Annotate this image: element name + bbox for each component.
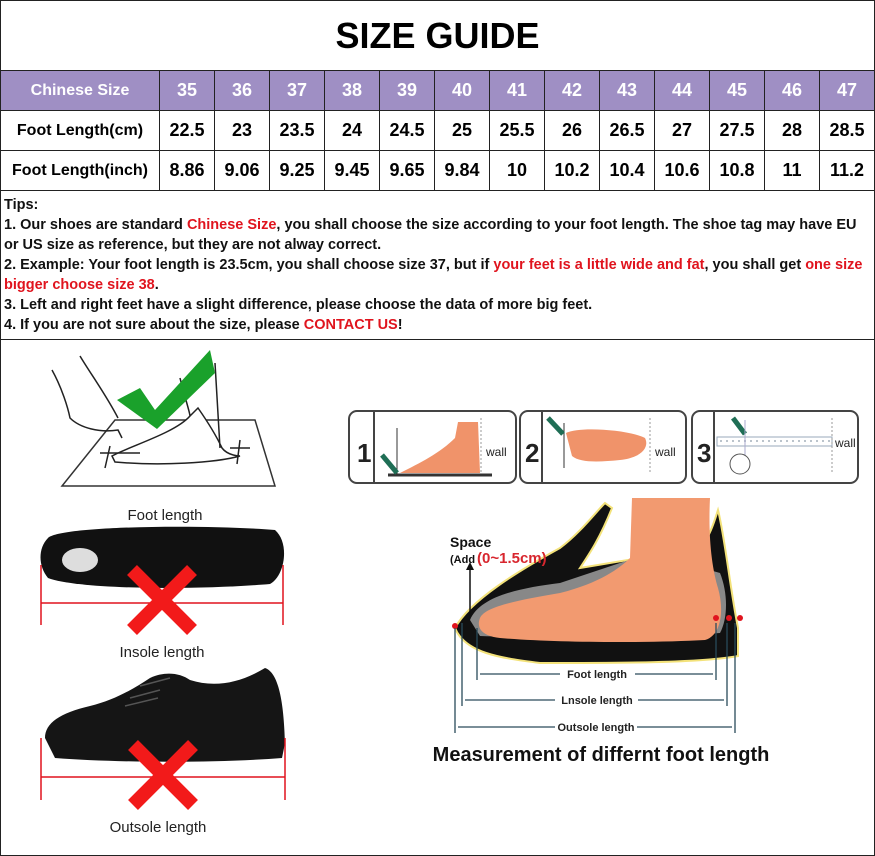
tip-text: !: [397, 317, 403, 333]
tip-4: 4. If you are not sure about the size, p…: [4, 315, 875, 335]
contact-us-link[interactable]: CONTACT US: [303, 317, 398, 333]
measurement-caption: Measurement of differnt foot length: [433, 744, 770, 766]
length-cell: 9.25: [269, 150, 325, 191]
tip-highlight: your feet is a little wide and fat: [493, 257, 705, 273]
length-cell: 10.2: [544, 150, 600, 191]
green-check-icon: [117, 350, 215, 429]
length-cell: 22.5: [159, 110, 215, 151]
foot-length-caption: Foot length: [127, 507, 202, 524]
page-title: SIZE GUIDE: [335, 15, 540, 56]
length-cell: 11: [764, 150, 820, 191]
size-table: Chinese Size 35 36 37 38 39 40 41 42 43 44 45 46 47 …: [0, 70, 875, 191]
wall-label: wall: [485, 445, 507, 459]
foot-length-label: Foot length: [567, 669, 627, 681]
step-number: 1: [357, 438, 371, 468]
length-cell: 9.45: [324, 150, 380, 191]
length-cell: 8.86: [159, 150, 215, 191]
tips-section: Tips: 1. Our shoes are standard Chinese …: [0, 193, 875, 340]
length-cell: 23: [214, 110, 270, 151]
tips-heading: Tips:: [4, 197, 39, 213]
size-header-row: Chinese Size 35 36 37 38 39 40 41 42 43 44 45 46 47: [0, 70, 875, 111]
step-number: 3: [697, 438, 711, 468]
size-cell: 44: [654, 70, 710, 111]
tip-1: 1. Our shoes are standard Chinese Size, …: [4, 215, 875, 255]
size-cell: 36: [214, 70, 270, 111]
tip-2: 2. Example: Your foot length is 23.5cm, …: [4, 255, 875, 295]
length-cell: 23.5: [269, 110, 325, 151]
add-label: (Add: [450, 554, 475, 566]
row-label: Foot Length(inch): [0, 150, 160, 191]
length-cell: 28.5: [819, 110, 875, 151]
size-cell: 35: [159, 70, 215, 111]
size-cell: 39: [379, 70, 435, 111]
red-x-icon: [127, 565, 197, 635]
tip-text: 1. Our shoes are standard: [4, 217, 187, 233]
tip-text: 2. Example: Your foot length is 23.5cm, …: [4, 257, 494, 273]
sneaker-illustration: [40, 668, 286, 810]
length-cell: 28: [764, 110, 820, 151]
foot-in-shoe-illustration: [452, 498, 743, 665]
tip-highlight: Chinese Size: [186, 217, 277, 233]
length-cell: 26: [544, 110, 600, 151]
size-cell: 42: [544, 70, 600, 111]
size-cell: 38: [324, 70, 380, 111]
foot-tracing-illustration: [51, 350, 277, 487]
step-1: 1 wall: [348, 410, 517, 484]
header-label: Chinese Size: [0, 70, 160, 111]
length-cell: 10: [489, 150, 545, 191]
tip-text: , you shall choose the size according to…: [4, 217, 857, 253]
tip-highlight: one size bigger choose size 38: [4, 257, 863, 293]
step-3: 3 wall: [691, 410, 859, 484]
insole-illustration: [40, 526, 285, 635]
size-cell: 46: [764, 70, 820, 111]
outsole-length-caption: Outsole length: [110, 819, 207, 836]
outsole-length-label: Outsole length: [558, 722, 635, 734]
length-cell: 25: [434, 110, 490, 151]
length-cell: 27: [654, 110, 710, 151]
length-cell: 24: [324, 110, 380, 151]
length-cell: 9.65: [379, 150, 435, 191]
tip-text: .: [154, 277, 159, 293]
size-cell: 40: [434, 70, 490, 111]
length-cell: 10.4: [599, 150, 655, 191]
tip-3: 3. Left and right feet have a slight dif…: [4, 297, 593, 313]
wall-label: wall: [654, 445, 676, 459]
length-cell: 27.5: [709, 110, 765, 151]
insole-length-caption: Insole length: [119, 644, 204, 661]
length-cell: 10.8: [709, 150, 765, 191]
wall-label: wall: [834, 436, 856, 450]
size-cell: 37: [269, 70, 325, 111]
length-cell: 10.6: [654, 150, 710, 191]
row-label: Foot Length(cm): [0, 110, 160, 151]
measurement-illustration: Foot length Insole length Outsole length…: [40, 350, 859, 836]
length-cell: 9.06: [214, 150, 270, 191]
measure-steps: 1 wall 2 wall 3 w: [348, 410, 859, 484]
size-cell: 43: [599, 70, 655, 111]
length-cell: 26.5: [599, 110, 655, 151]
add-value: (0~1.5cm): [477, 550, 547, 567]
step-2: 2 wall: [519, 410, 687, 484]
insole-length-label: Lnsole length: [561, 695, 633, 707]
tip-text: , you shall get: [704, 257, 806, 273]
table-row-inch: Foot Length(inch) 8.86 9.06 9.25 9.45 9.65 9.…: [0, 150, 875, 191]
length-dimension-lines: [454, 623, 736, 733]
tip-text: 4. If you are not sure about the size, p…: [4, 317, 304, 333]
length-cell: 24.5: [379, 110, 435, 151]
size-cell: 41: [489, 70, 545, 111]
size-cell: 45: [709, 70, 765, 111]
space-label: Space: [450, 534, 491, 550]
length-cell: 9.84: [434, 150, 490, 191]
table-row-cm: Foot Length(cm) 22.5 23 23.5 24 24.5 25 25.5 26…: [0, 110, 875, 151]
size-cell: 47: [819, 70, 875, 111]
red-x-icon: [128, 740, 198, 810]
length-cell: 11.2: [819, 150, 875, 191]
step-number: 2: [525, 438, 539, 468]
length-cell: 25.5: [489, 110, 545, 151]
